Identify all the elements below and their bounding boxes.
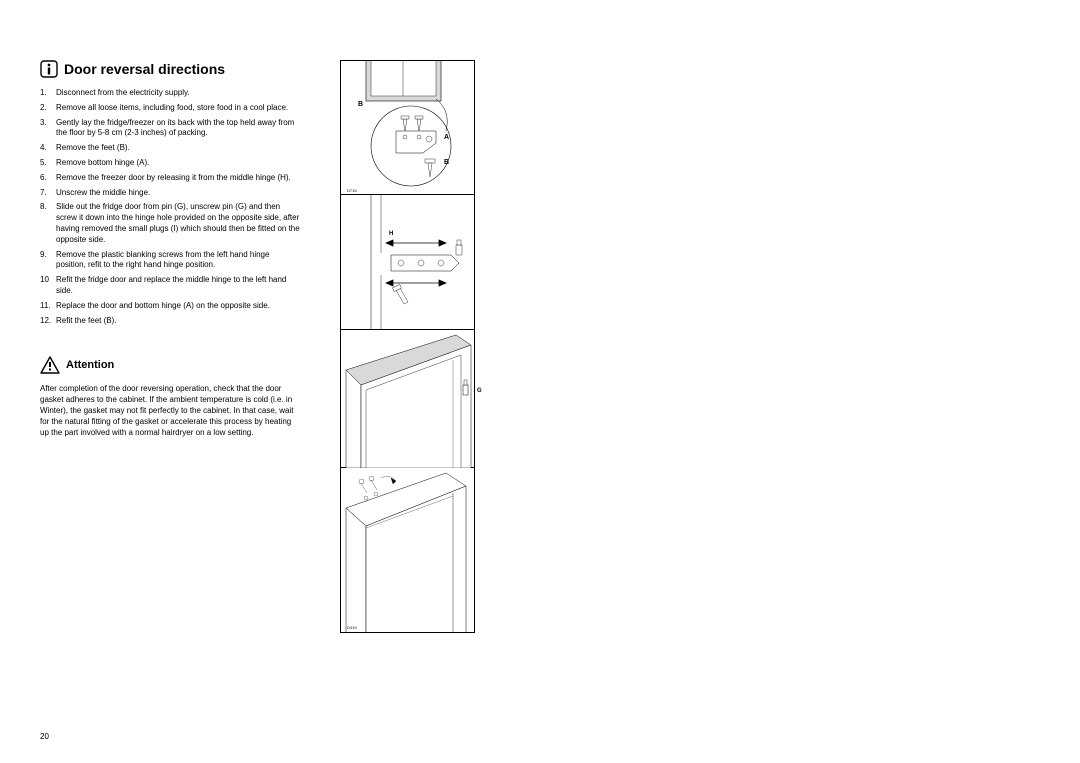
step-text: Unscrew the middle hinge. [56,188,150,199]
attention-title: Attention [66,359,114,371]
step-text: Disconnect from the electricity supply. [56,88,190,99]
step-num: 1. [40,88,56,99]
svg-text:G: G [477,388,482,394]
svg-text:D715: D715 [347,188,357,193]
svg-text:D419: D419 [347,625,357,630]
figure-column: B A B D715 [340,60,475,633]
step-num: 5. [40,158,56,169]
step-num: 7. [40,188,56,199]
step-text: Slide out the fridge door from pin (G), … [56,202,300,245]
step-num: 3. [40,118,56,140]
step-text: Remove all loose items, including food, … [56,103,288,114]
step-text: Replace the door and bottom hinge (A) on… [56,301,270,312]
svg-text:B: B [444,159,449,166]
step-num: 12. [40,316,56,327]
step-text: Refit the fridge door and replace the mi… [56,275,300,297]
figure-4: D419 [340,468,475,633]
step-text: Remove the feet (B). [56,143,130,154]
main-title: Door reversal directions [64,61,225,77]
attention-row: Attention [40,356,300,374]
page-number: 20 [40,732,49,741]
step-num: 8. [40,202,56,245]
svg-text:H: H [389,231,393,237]
step-text: Gently lay the fridge/freezer on its bac… [56,118,300,140]
title-row: Door reversal directions [40,60,300,78]
warning-icon [40,356,60,374]
figure-2: H [340,195,475,330]
steps-list: 1.Disconnect from the electricity supply… [40,88,300,326]
step-num: 4. [40,143,56,154]
attention-body: After completion of the door reversing o… [40,384,300,438]
step-num: 9. [40,250,56,272]
svg-text:B: B [358,101,363,108]
step-text: Remove the freezer door by releasing it … [56,173,291,184]
step-text: Refit the feet (B). [56,316,116,327]
figure-3: G [340,330,475,468]
figure-1: B A B D715 [340,60,475,195]
text-column: Door reversal directions 1.Disconnect fr… [40,60,300,633]
step-num: 11. [40,301,56,312]
step-text: Remove the plastic blanking screws from … [56,250,300,272]
step-num: 2. [40,103,56,114]
step-num: 10 [40,275,56,297]
step-num: 6. [40,173,56,184]
info-icon [40,60,58,78]
svg-text:A: A [444,134,449,141]
step-text: Remove bottom hinge (A). [56,158,149,169]
